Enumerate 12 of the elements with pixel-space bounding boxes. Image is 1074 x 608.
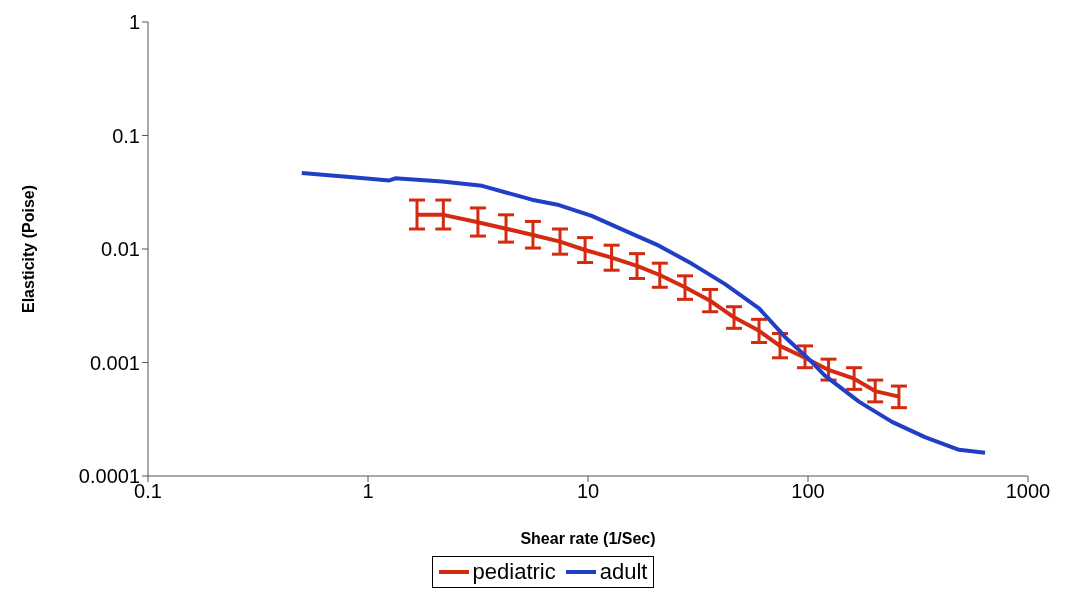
x-tick-label: 1: [362, 480, 374, 503]
legend-label: adult: [598, 559, 648, 585]
x-tick-label: 1000: [1005, 480, 1051, 503]
y-tick-label: 1: [128, 11, 140, 34]
x-tick-label: 10: [576, 480, 600, 503]
y-tick-label: 0.1: [112, 124, 140, 147]
y-tick-label: 0.001: [89, 351, 140, 374]
x-axis-title: Shear rate (1/Sec): [520, 530, 656, 547]
y-axis-title: Elasticity (Poise): [19, 184, 37, 314]
y-tick-label: 0.01: [101, 238, 140, 261]
legend-label: pediatric: [471, 559, 556, 585]
x-tick-label: 100: [791, 480, 825, 503]
